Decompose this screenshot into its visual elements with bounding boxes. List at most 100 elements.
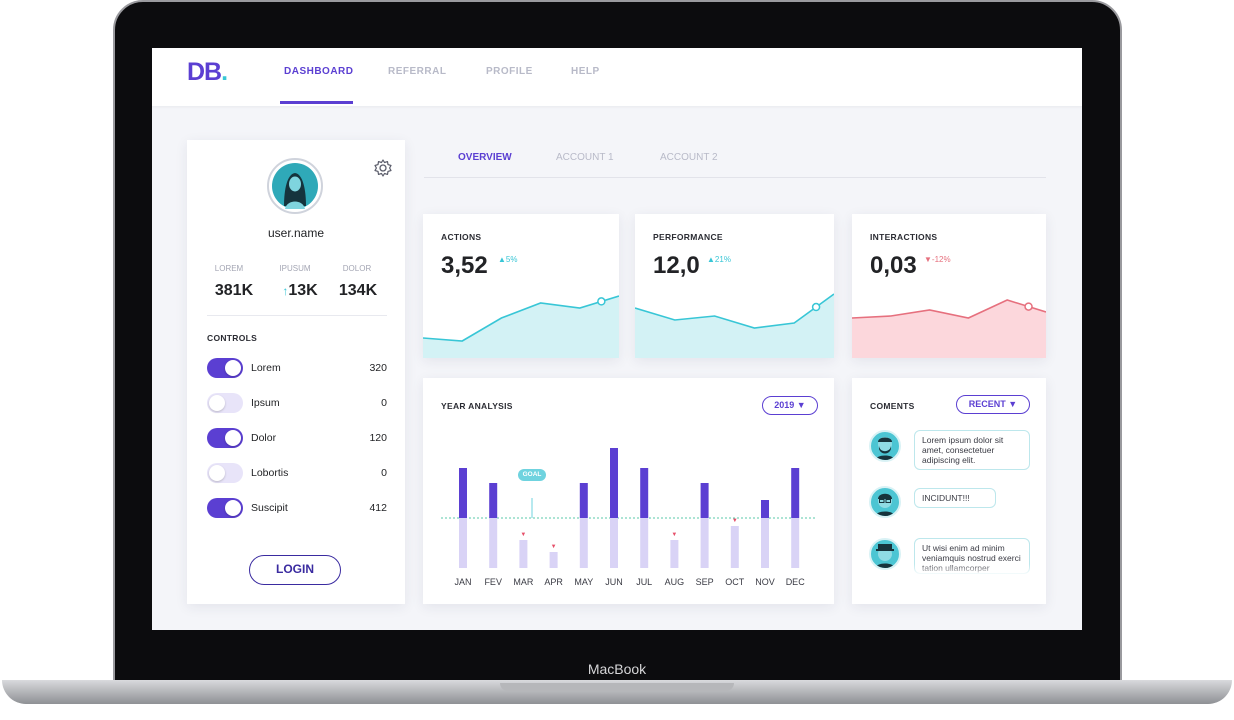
kpi-value-interactions: 0,03 [870,252,917,279]
bar-jul[interactable] [640,468,649,568]
stat-label-dolor: DOLOR [342,264,372,273]
tick-label-jan: JAN [454,577,471,587]
dashboard-screen: DB. DASHBOARD REFERRAL PROFILE HELP user… [152,48,1082,630]
bar-apr[interactable]: ▼ [549,544,558,568]
nav-profile[interactable]: PROFILE [486,66,533,77]
sparkline-area [635,294,834,358]
commenter-avatar[interactable] [869,486,901,518]
sparkline-line [852,299,1046,319]
toggle-lorem[interactable] [207,358,243,378]
login-button[interactable]: LOGIN [249,555,341,585]
kpi-card-performance: PERFORMANCE 12,0 ▲21% [635,214,834,358]
kpi-change-interactions: ▼-12% [924,255,951,264]
user-avatar-icon [272,163,318,209]
toggle-ipsum[interactable] [207,393,243,413]
bar-below-goal [670,540,679,568]
recent-filter[interactable]: RECENT ▼ [956,395,1030,414]
control-value-lorem: 320 [369,362,387,374]
below-goal-marker-icon: ▼ [671,532,677,538]
bar-below-goal [519,540,528,568]
kpi-card-interactions: INTERACTIONS 0,03 ▼-12% [852,214,1046,358]
tick-label-sep: SEP [696,577,714,587]
tab-account-1[interactable]: ACCOUNT 1 [556,152,614,163]
bar-jan[interactable] [459,468,467,568]
bar-base [459,518,467,568]
stat-value-ipusum: ↑13K [282,282,318,299]
year-analysis-card: YEAR ANALYSIS 2019 ▼ JAN FEV ▼ MAR ▼ APR MAY JU… [423,378,834,604]
logo[interactable]: DB. [187,58,228,86]
bar-may[interactable] [579,483,588,568]
below-goal-marker-icon: ▼ [732,518,738,524]
bar-above-goal [610,448,618,518]
bar-above-goal [459,468,467,518]
control-value-ipsum: 0 [381,397,387,409]
bar-dec[interactable] [791,468,800,568]
stat-label-lorem: LOREM [214,264,244,273]
tick-label-mar: MAR [513,577,534,587]
tick-label-aug: AUG [665,577,685,587]
bar-above-goal [761,500,769,518]
man-hat-avatar-icon [875,544,895,568]
year-analysis-title: YEAR ANALYSIS [441,401,513,411]
comments-card: COMENTS RECENT ▼ Lorem ipsum dolor sit a… [852,378,1046,604]
nav-help[interactable]: HELP [571,66,600,77]
sparkline-area [852,300,1046,358]
sparkline-area [423,296,619,358]
year-select[interactable]: 2019 ▼ [762,396,818,415]
stat-value-dolor: 134K [338,282,378,299]
bar-base [489,518,498,568]
tick-label-jun: JUN [605,577,623,587]
bar-jun[interactable] [610,448,618,568]
bar-above-goal [640,468,649,518]
bar-nov[interactable] [761,500,769,568]
bar-below-goal [730,526,739,568]
gear-icon[interactable] [373,158,393,178]
tabs-divider [424,177,1046,178]
sparkline-marker[interactable] [597,297,606,306]
commenter-avatar[interactable] [869,430,901,462]
bar-above-goal [791,468,800,518]
nav-referral[interactable]: REFERRAL [388,66,447,77]
sparkline-performance [635,293,834,358]
tab-account-2[interactable]: ACCOUNT 2 [660,152,718,163]
bar-fev[interactable] [489,483,498,568]
username: user.name [267,226,325,240]
tick-label-dec: DEC [786,577,806,587]
tick-label-oct: OCT [725,577,745,587]
bar-above-goal [700,483,709,518]
bar-mar[interactable]: ▼ [519,532,528,568]
profile-avatar[interactable] [267,158,323,214]
commenter-avatar[interactable] [869,538,901,570]
sparkline-marker[interactable] [1024,302,1033,311]
tab-overview[interactable]: OVERVIEW [458,152,512,163]
comment-bubble: INCIDUNT!!! [914,488,996,508]
control-label-ipsum: Ipsum [251,397,280,409]
bar-base [791,518,800,568]
below-goal-marker-icon: ▼ [551,544,557,550]
kpi-change-performance: ▲21% [707,255,731,264]
bar-sep[interactable] [700,483,709,568]
sparkline-marker[interactable] [811,302,821,312]
tick-label-apr: APR [544,577,563,587]
divider [207,315,387,316]
stat-value-lorem: 381K [214,282,254,299]
toggle-suscipit[interactable] [207,498,243,518]
nav-dashboard[interactable]: DASHBOARD [284,66,354,77]
bar-above-goal [579,483,588,518]
goal-badge: GOAL [518,469,546,481]
bar-base [579,518,588,568]
tick-label-jul: JUL [636,577,652,587]
bar-aug[interactable]: ▼ [670,532,679,568]
kpi-card-actions: ACTIONS 3,52 ▲5% [423,214,619,358]
comments-title: COMENTS [870,401,915,411]
toggle-dolor[interactable] [207,428,243,448]
bar-base [610,518,618,568]
control-value-dolor: 120 [369,432,387,444]
bar-oct[interactable]: ▼ [730,518,739,568]
laptop-notch [500,683,734,691]
kpi-change-actions: ▲5% [498,255,518,264]
toggle-lobortis[interactable] [207,463,243,483]
arrow-up-icon: ↑ [282,284,289,298]
active-nav-underline [280,101,353,104]
bar-base [700,518,709,568]
